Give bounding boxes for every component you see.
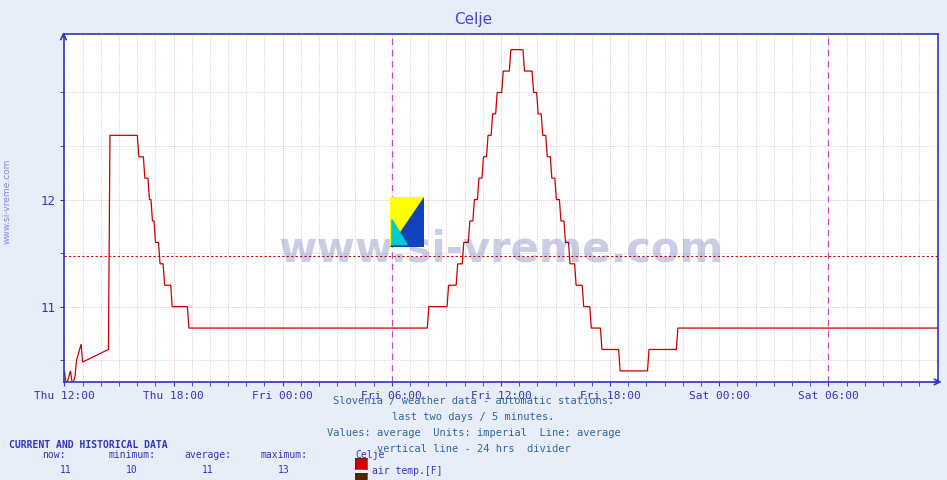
Polygon shape (390, 197, 424, 247)
Text: Slovenia / weather data - automatic stations.: Slovenia / weather data - automatic stat… (333, 396, 614, 406)
Text: maximum:: maximum: (260, 450, 308, 460)
Polygon shape (390, 197, 424, 247)
Text: minimum:: minimum: (109, 450, 156, 460)
Text: 10: 10 (126, 465, 137, 475)
Text: vertical line - 24 hrs  divider: vertical line - 24 hrs divider (377, 444, 570, 454)
Text: 11: 11 (60, 465, 71, 475)
Text: Values: average  Units: imperial  Line: average: Values: average Units: imperial Line: av… (327, 428, 620, 438)
Text: 13: 13 (277, 465, 289, 475)
Text: now:: now: (43, 450, 66, 460)
Text: Celje: Celje (455, 12, 492, 27)
Text: average:: average: (185, 450, 232, 460)
Text: last two days / 5 minutes.: last two days / 5 minutes. (392, 412, 555, 422)
Text: air temp.[F]: air temp.[F] (372, 466, 442, 476)
Text: www.si-vreme.com: www.si-vreme.com (3, 159, 12, 244)
Polygon shape (392, 219, 407, 245)
Text: www.si-vreme.com: www.si-vreme.com (278, 228, 724, 270)
Text: 11: 11 (202, 465, 213, 475)
Text: Celje: Celje (355, 450, 384, 460)
Text: CURRENT AND HISTORICAL DATA: CURRENT AND HISTORICAL DATA (9, 440, 169, 450)
